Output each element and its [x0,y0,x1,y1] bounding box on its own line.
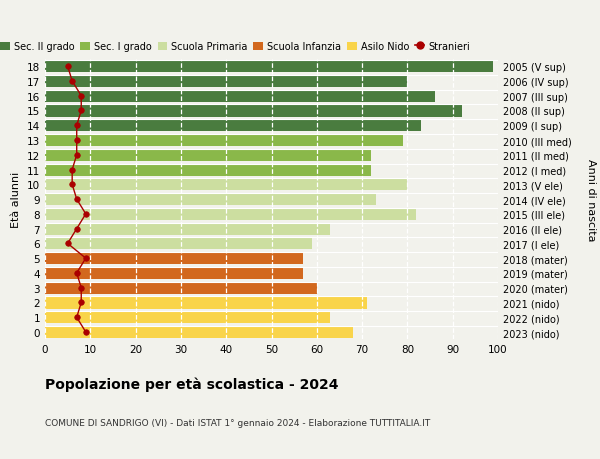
Bar [45,76,407,88]
Legend: Sec. II grado, Sec. I grado, Scuola Primaria, Scuola Infanzia, Asilo Nido, Stran: Sec. II grado, Sec. I grado, Scuola Prim… [1,42,470,52]
Bar [45,179,407,191]
Bar [45,267,303,280]
Bar [45,297,367,309]
Bar [45,105,462,118]
Bar [45,164,371,176]
Bar [45,282,317,294]
Bar [45,194,376,206]
Text: COMUNE DI SANDRIGO (VI) - Dati ISTAT 1° gennaio 2024 - Elaborazione TUTTITALIA.I: COMUNE DI SANDRIGO (VI) - Dati ISTAT 1° … [45,418,430,427]
Bar [45,150,371,162]
Bar [45,326,353,338]
Bar [45,238,312,250]
Bar [45,90,434,102]
Bar [45,61,493,73]
Y-axis label: Anni di nascita: Anni di nascita [586,158,595,241]
Bar [45,252,303,265]
Bar [45,208,416,220]
Bar [45,120,421,132]
Bar [45,134,403,147]
Bar [45,223,331,235]
Text: Popolazione per età scolastica - 2024: Popolazione per età scolastica - 2024 [45,376,338,391]
Bar [45,312,331,324]
Y-axis label: Età alunni: Età alunni [11,172,22,228]
